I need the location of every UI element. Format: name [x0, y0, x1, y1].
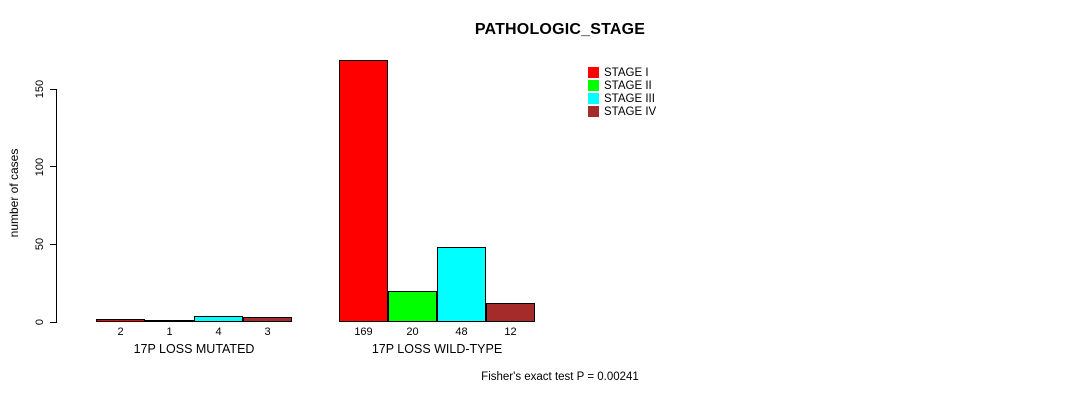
y-tick-mark	[50, 321, 57, 323]
legend-label: STAGE III	[604, 92, 655, 105]
y-tick-mark	[50, 243, 57, 245]
legend-swatch-stage-i	[588, 67, 599, 78]
y-axis-label: number of cases	[7, 148, 21, 238]
bar-value-label: 48	[455, 326, 468, 338]
legend-item-stage-iv: STAGE IV	[588, 105, 656, 118]
y-tick-label: 150	[34, 79, 46, 99]
y-tick-mark	[50, 88, 57, 90]
chart-title: PATHOLOGIC_STAGE	[474, 21, 646, 38]
bar-stage-iv-17p-loss-wild-type	[486, 303, 535, 322]
bar-stage-iv-17p-loss-mutated	[243, 317, 292, 322]
legend-item-stage-iii: STAGE III	[588, 92, 656, 105]
legend-label: STAGE II	[604, 79, 652, 92]
legend-label: STAGE IV	[604, 105, 657, 118]
bar-stage-iii-17p-loss-mutated	[194, 315, 243, 322]
bar-stage-ii-17p-loss-wild-type	[388, 290, 437, 322]
bar-stage-iii-17p-loss-wild-type	[437, 247, 486, 322]
legend-swatch-stage-ii	[588, 80, 599, 91]
bar-value-label: 2	[117, 326, 124, 338]
group-label-17p-loss-mutated: 17P LOSS MUTATED	[133, 342, 255, 356]
bar-value-label: 1	[166, 326, 173, 338]
bar-stage-i-17p-loss-wild-type	[339, 59, 388, 322]
legend-item-stage-ii: STAGE II	[588, 79, 656, 92]
bar-stage-i-17p-loss-mutated	[96, 318, 145, 322]
y-tick-mark	[50, 166, 57, 168]
bar-value-label: 12	[504, 326, 517, 338]
bar-stage-ii-17p-loss-mutated	[145, 320, 194, 323]
bar-value-label: 169	[354, 326, 373, 338]
legend: STAGE I STAGE II STAGE III STAGE IV	[588, 66, 656, 118]
bar-value-label: 20	[406, 326, 419, 338]
legend-item-stage-i: STAGE I	[588, 66, 656, 79]
bar-value-label: 4	[215, 326, 222, 338]
footnote-pvalue: Fisher's exact test P = 0.00241	[481, 371, 639, 383]
legend-swatch-stage-iv	[588, 106, 599, 117]
bar-value-label: 3	[264, 326, 271, 338]
y-tick-label: 0	[34, 318, 46, 326]
group-label-17p-loss-wild-type: 17P LOSS WILD-TYPE	[371, 342, 503, 356]
legend-swatch-stage-iii	[588, 93, 599, 104]
y-tick-label: 50	[34, 238, 46, 251]
y-axis-line	[56, 89, 57, 322]
legend-label: STAGE I	[604, 66, 649, 79]
y-tick-label: 100	[34, 157, 46, 176]
